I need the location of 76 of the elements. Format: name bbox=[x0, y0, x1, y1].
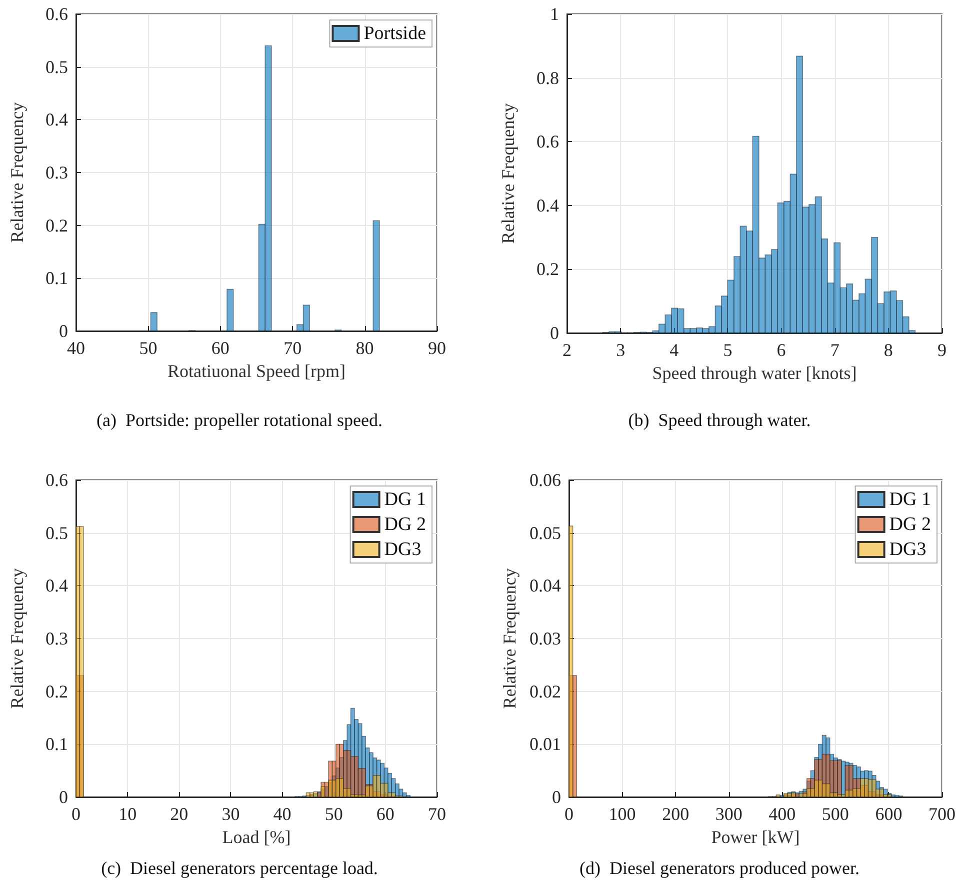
y-axis-title: Relative Frequency bbox=[7, 568, 27, 709]
y-tick-label: 0.03 bbox=[530, 628, 561, 648]
text: (b) Speed through water. bbox=[628, 410, 811, 430]
x-tick-label: 9 bbox=[938, 340, 946, 360]
x-tick-label: 70 bbox=[284, 338, 302, 358]
x-tick-label: 40 bbox=[67, 338, 85, 358]
y-tick-label: 0.6 bbox=[46, 470, 68, 490]
y-tick-label: 0.4 bbox=[46, 576, 68, 596]
x-tick-label: 60 bbox=[376, 804, 394, 824]
x-tick-label: 30 bbox=[222, 804, 240, 824]
legend-label: DG 2 bbox=[384, 514, 426, 535]
x-tick-label: 50 bbox=[139, 338, 158, 358]
x-tick-label: 6 bbox=[776, 340, 786, 360]
legend-label: DG3 bbox=[889, 539, 926, 560]
y-tick-label: 0.2 bbox=[46, 681, 68, 702]
x-tick-label: 5 bbox=[723, 340, 732, 360]
x-axis-title: Power [kW] bbox=[711, 826, 800, 847]
x-axis-title: Load [%] bbox=[222, 826, 291, 847]
y-tick-label: 0.2 bbox=[536, 259, 559, 280]
x-tick-label: 4 bbox=[670, 340, 679, 360]
x-tick-label: 2 bbox=[562, 340, 572, 360]
text: (d) Diesel generators produced power. bbox=[580, 858, 860, 878]
y-tick-label: 0.8 bbox=[536, 68, 559, 88]
y-tick-label: 1 bbox=[550, 4, 559, 24]
x-tick-label: 200 bbox=[662, 804, 690, 824]
x-tick-label: 10 bbox=[118, 804, 137, 824]
x-tick-label: 700 bbox=[928, 804, 956, 824]
x-tick-label: 50 bbox=[324, 804, 343, 824]
y-tick-label: 0.5 bbox=[46, 56, 68, 77]
x-tick-label: 100 bbox=[608, 804, 636, 824]
y-axis-title: Relative Frequency bbox=[500, 568, 520, 709]
y-tick-label: 0 bbox=[550, 323, 559, 343]
y-tick-label: 0 bbox=[59, 787, 68, 807]
y-tick-label: 0.6 bbox=[46, 4, 68, 24]
x-tick-label: 400 bbox=[768, 804, 796, 824]
y-axis-title: Relative Frequency bbox=[7, 102, 27, 243]
x-axis-title: Rotatiuonal Speed [rpm] bbox=[168, 360, 346, 381]
legend-label: DG 1 bbox=[889, 489, 932, 510]
y-tick-label: 0.4 bbox=[536, 195, 559, 216]
y-tick-label: 0.02 bbox=[530, 681, 561, 702]
x-tick-label: 20 bbox=[170, 804, 188, 824]
x-tick-label: 3 bbox=[616, 340, 626, 360]
y-tick-label: 0.5 bbox=[46, 522, 68, 543]
x-tick-label: 40 bbox=[273, 804, 292, 824]
x-axis-title: Speed through water [knots] bbox=[652, 362, 857, 383]
y-tick-label: 0.01 bbox=[530, 734, 561, 754]
y-tick-label: 0 bbox=[552, 787, 561, 807]
y-tick-label: 0.06 bbox=[530, 470, 561, 490]
y-tick-label: 0.04 bbox=[530, 576, 561, 596]
y-tick-label: 0.3 bbox=[46, 628, 68, 648]
y-tick-label: 0.6 bbox=[536, 132, 559, 152]
legend-label: DG3 bbox=[384, 539, 422, 560]
x-tick-label: 7 bbox=[830, 340, 840, 360]
x-tick-label: 500 bbox=[822, 804, 849, 824]
y-tick-label: 0.1 bbox=[46, 734, 68, 754]
y-tick-label: 0.05 bbox=[530, 522, 561, 543]
x-tick-label: 8 bbox=[884, 340, 893, 360]
text: (a) Portside: propeller rotational speed. bbox=[96, 410, 382, 430]
x-tick-label: 600 bbox=[875, 804, 902, 824]
y-axis-title: Relative Frequency bbox=[498, 103, 518, 244]
y-tick-label: 0.2 bbox=[46, 215, 68, 236]
legend-label: Portside bbox=[364, 23, 426, 44]
legend-label: DG 1 bbox=[384, 489, 426, 510]
legend-label: DG 2 bbox=[889, 514, 932, 535]
x-tick-label: 300 bbox=[715, 804, 742, 824]
x-tick-label: 70 bbox=[428, 804, 446, 824]
x-tick-label: 90 bbox=[428, 338, 446, 358]
y-tick-label: 0.3 bbox=[46, 162, 68, 182]
x-tick-label: 80 bbox=[356, 338, 374, 358]
x-tick-label: 0 bbox=[564, 804, 574, 824]
y-tick-label: 0 bbox=[59, 321, 68, 341]
x-tick-label: 60 bbox=[211, 338, 230, 358]
y-tick-label: 0.1 bbox=[46, 268, 68, 288]
x-tick-label: 0 bbox=[72, 804, 80, 824]
text: (c) Diesel generators percentage load. bbox=[101, 858, 378, 878]
y-tick-label: 0.4 bbox=[46, 110, 68, 130]
